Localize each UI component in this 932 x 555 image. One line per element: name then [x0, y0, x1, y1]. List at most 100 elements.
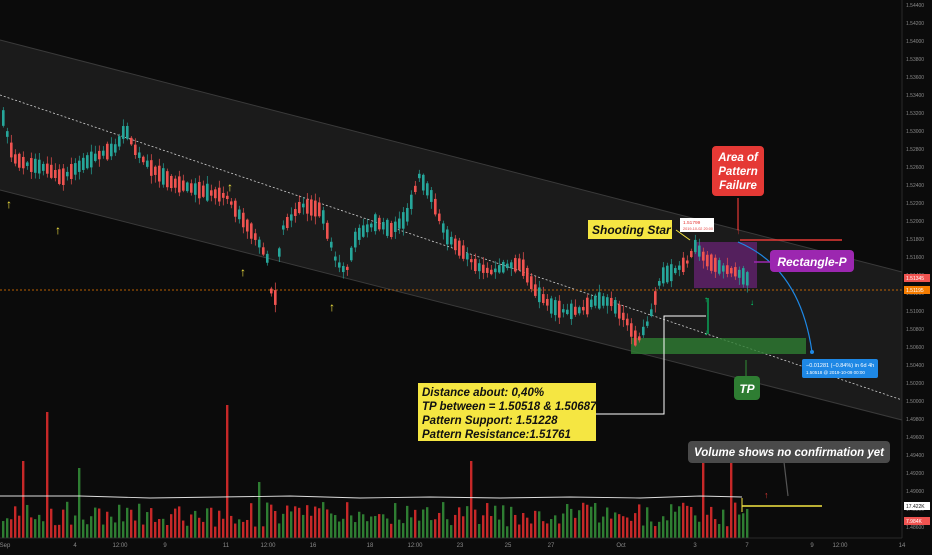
candle-bull — [302, 203, 305, 208]
candle-bear — [174, 178, 177, 188]
shooting-star-callout[interactable] — [588, 220, 672, 239]
volume-bar — [674, 511, 677, 538]
info-line1: Distance about: 0,40% — [422, 387, 544, 399]
tp-callout[interactable] — [734, 376, 760, 400]
volume-bar — [154, 521, 157, 538]
volume-bar — [150, 508, 153, 538]
volume-bar — [686, 505, 689, 538]
candle-bear — [378, 217, 381, 230]
volume-bar — [34, 519, 37, 538]
candle-bull — [78, 160, 81, 172]
candle-bull — [426, 183, 429, 196]
candle-bull — [450, 236, 453, 245]
rectangle-callout[interactable] — [770, 250, 854, 272]
info-box[interactable] — [418, 383, 596, 441]
volume-bar — [710, 506, 713, 538]
candle-bull — [594, 295, 597, 306]
price-tick-label: 1.53000 — [906, 129, 924, 135]
volume-bar — [734, 502, 737, 538]
time-tick-label: 27 — [548, 543, 555, 549]
volume-bar — [486, 503, 489, 538]
candle-bull — [266, 253, 269, 263]
failure-callout[interactable] — [712, 146, 764, 196]
volume-bar — [54, 525, 57, 538]
price-tick-label: 1.51800 — [906, 237, 924, 243]
candle-bear — [242, 212, 245, 228]
volume-bar — [6, 518, 9, 538]
volume-bar — [198, 517, 201, 538]
volume-bar — [362, 514, 365, 538]
volume-bar — [66, 501, 69, 538]
volume-bar — [642, 525, 645, 538]
shooting-star-label: Shooting Star — [592, 223, 672, 237]
projection-line2: 1.50518 @ 2019-10-09 00:00 — [806, 370, 865, 375]
price-tick-label: 1.52800 — [906, 147, 924, 153]
candle-bull — [722, 265, 725, 272]
candle-bear — [150, 160, 153, 176]
volume-bar — [634, 513, 637, 538]
candle-bear — [254, 233, 257, 240]
candle-bear — [490, 269, 493, 275]
volume-note: Volume shows no confirmation yet — [694, 447, 885, 459]
volume-bar — [86, 524, 89, 538]
candle-bull — [446, 229, 449, 245]
candle-bull — [442, 223, 445, 233]
candle-bull — [666, 265, 669, 283]
candle-bear — [618, 304, 621, 319]
volume-bar — [426, 507, 429, 538]
volume-bar — [110, 516, 113, 538]
volume-bar — [178, 506, 181, 538]
time-tick-label: 14 — [899, 543, 906, 549]
candle-bear — [626, 318, 629, 326]
candle-bull — [278, 248, 281, 257]
price-tick-label: 1.52600 — [906, 165, 924, 171]
volume-bar — [98, 508, 101, 538]
candle-bull — [94, 153, 97, 161]
candle-bull — [506, 263, 509, 269]
volume-bar — [490, 516, 493, 538]
time-scale[interactable] — [0, 538, 932, 550]
candle-bear — [710, 254, 713, 271]
candle-bear — [586, 297, 589, 315]
time-tick-label: 16 — [310, 543, 317, 549]
volume-note-box[interactable] — [688, 441, 890, 463]
price-tick-label: 1.52400 — [906, 183, 924, 189]
volume-bar — [706, 514, 709, 538]
volume-bar — [258, 482, 261, 538]
candle-bear — [14, 154, 17, 164]
volume-bar — [738, 514, 741, 538]
candle-bull — [102, 150, 105, 156]
candle-bear — [462, 245, 465, 259]
price-tick-label: 1.50600 — [906, 345, 924, 351]
candle-bull — [282, 225, 285, 230]
volume-bar — [182, 520, 185, 538]
measure-label-box — [680, 218, 714, 232]
volume-bar — [466, 506, 469, 538]
candle-bull — [358, 227, 361, 240]
candle-bull — [614, 300, 617, 314]
volume-bar — [574, 517, 577, 538]
time-scale-ticks: Sep 4 12:00 9 11 12:00 16 18 12:00 23 25 27 Oct 3 7 9 12… — [0, 543, 906, 549]
volume-bar — [278, 523, 281, 538]
volume-bar — [670, 504, 673, 538]
volume-bar — [218, 510, 221, 538]
candle-bear — [706, 254, 709, 267]
volume-bar — [262, 526, 265, 538]
candle-bull — [86, 155, 89, 169]
volume-bar — [318, 508, 321, 538]
candle-bear — [346, 266, 349, 270]
candle-bull — [498, 265, 501, 273]
volume-bar — [246, 519, 249, 538]
volume-bar — [746, 508, 749, 538]
candle-bear — [130, 137, 133, 145]
volume-bar — [94, 507, 97, 538]
candle-bull — [110, 143, 113, 157]
projection-label-box[interactable] — [802, 359, 878, 378]
time-tick-label: 18 — [367, 543, 374, 549]
time-tick-label: 12:00 — [260, 543, 276, 549]
volume-bar — [190, 514, 193, 538]
candle-bull — [554, 300, 557, 316]
volume-bar — [666, 520, 669, 538]
candle-bull — [258, 239, 261, 248]
